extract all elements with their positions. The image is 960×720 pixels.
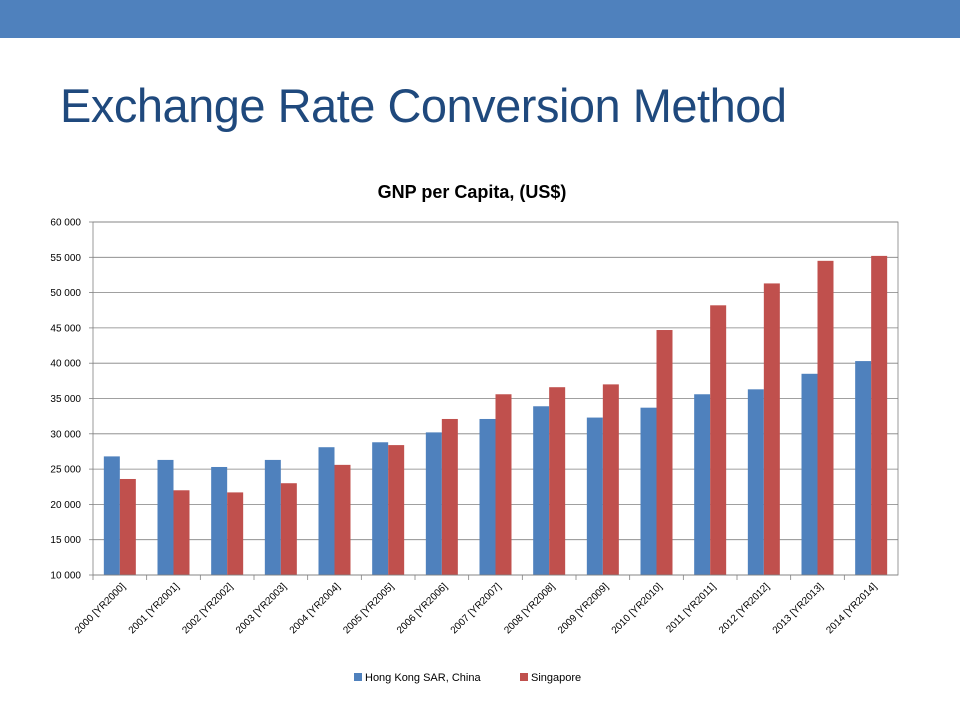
bar-singapore <box>495 394 512 575</box>
bar-singapore <box>173 490 190 575</box>
bar-singapore <box>227 492 244 575</box>
bar-hong-kong <box>372 442 389 575</box>
bar-singapore <box>388 445 405 575</box>
slide-title: Exchange Rate Conversion Method <box>60 79 787 132</box>
x-axis-labels: 2000 [YR2000]2001 [YR2001]2002 [YR2002]2… <box>73 575 879 636</box>
bar-hong-kong <box>479 418 496 575</box>
y-tick-label: 50 000 <box>50 288 81 299</box>
x-tick-label: 2011 [YR2011] <box>664 581 718 635</box>
y-tick-label: 45 000 <box>50 323 81 334</box>
bar-singapore <box>549 387 566 575</box>
legend-swatch <box>520 673 528 681</box>
y-tick-label: 10 000 <box>50 571 81 582</box>
y-axis-ticks: 10 000 15 000 20 000 25 000 30 000 35 000 40 0… <box>50 218 93 582</box>
y-tick-label: 60 000 <box>50 218 81 229</box>
y-tick-label: 40 000 <box>50 359 81 370</box>
bar-hong-kong <box>801 373 818 575</box>
y-tick-label: 30 000 <box>50 429 81 440</box>
x-tick-label: 2004 [YR2004] <box>288 581 343 636</box>
bar-hong-kong <box>103 456 120 575</box>
y-tick-label: 55 000 <box>50 253 81 264</box>
bar-hong-kong <box>157 459 174 575</box>
x-tick-label: 2008 [YR2008] <box>502 581 557 636</box>
y-tick-label: 20 000 <box>50 500 81 511</box>
bars <box>103 255 888 575</box>
bar-singapore <box>871 255 888 575</box>
bar-hong-kong <box>318 447 335 575</box>
x-tick-label: 2000 [YR2000] <box>73 581 128 636</box>
plot-frame <box>92 221 899 576</box>
plot-border <box>92 221 899 576</box>
x-tick-label: 2001 [YR2001] <box>127 581 182 636</box>
bar-singapore <box>602 384 619 575</box>
x-tick-label: 2014 [YR2014] <box>824 581 879 636</box>
bar-hong-kong <box>694 394 711 575</box>
x-tick-label: 2003 [YR2003] <box>234 581 289 636</box>
bar-singapore <box>334 464 351 575</box>
y-tick-label: 15 000 <box>50 535 81 546</box>
x-tick-label: 2006 [YR2006] <box>395 581 450 636</box>
bar-singapore <box>763 283 780 575</box>
bar-singapore <box>656 330 673 575</box>
bar-singapore <box>441 418 458 575</box>
bar-hong-kong <box>640 407 657 575</box>
bar-hong-kong <box>747 389 764 575</box>
chart-title: GNP per Capita, (US$) <box>378 182 567 202</box>
bar-hong-kong <box>425 432 442 575</box>
y-tick-label: 35 000 <box>50 394 81 405</box>
x-tick-label: 2012 [YR2012] <box>717 581 772 636</box>
y-tick-label: 25 000 <box>50 465 81 476</box>
x-tick-label: 2010 [YR2010] <box>610 581 665 636</box>
bar-hong-kong <box>533 406 550 575</box>
legend: Hong Kong SAR, China Singapore <box>354 672 581 684</box>
top-band <box>0 0 960 38</box>
x-tick-label: 2005 [YR2005] <box>341 581 396 636</box>
bar-hong-kong <box>586 417 603 575</box>
x-tick-label: 2002 [YR2002] <box>180 581 235 636</box>
bar-singapore <box>817 260 834 575</box>
bar-singapore <box>710 305 727 575</box>
x-tick-label: 2009 [YR2009] <box>556 581 611 636</box>
bar-singapore <box>119 478 136 575</box>
x-tick-label: 2013 [YR2013] <box>771 581 826 636</box>
bar-singapore <box>280 483 297 575</box>
legend-swatch <box>354 673 362 681</box>
x-tick-label: 2007 [YR2007] <box>449 581 504 636</box>
bar-hong-kong <box>855 361 872 575</box>
bar-hong-kong <box>211 466 228 575</box>
legend-label: Hong Kong SAR, China <box>365 672 481 684</box>
bar-hong-kong <box>264 459 281 575</box>
legend-label: Singapore <box>531 672 581 684</box>
